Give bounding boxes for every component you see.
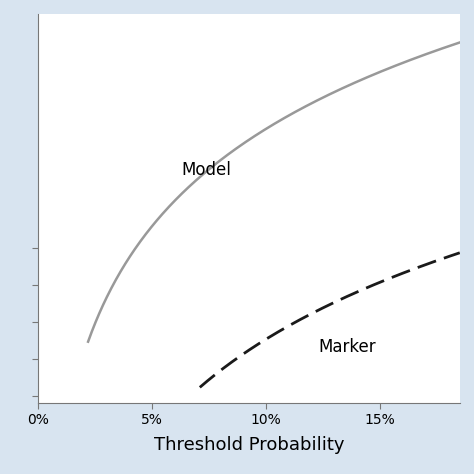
X-axis label: Threshold Probability: Threshold Probability bbox=[154, 436, 344, 454]
Text: Model: Model bbox=[182, 161, 231, 179]
Text: Marker: Marker bbox=[319, 338, 376, 356]
